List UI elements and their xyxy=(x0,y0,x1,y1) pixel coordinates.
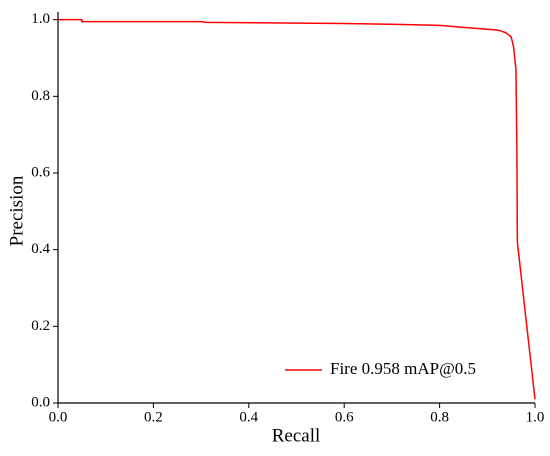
legend-label: Fire 0.958 mAP@0.5 xyxy=(330,359,476,378)
y-tick-label: 1.0 xyxy=(31,11,50,27)
y-tick-label: 0.4 xyxy=(31,241,50,257)
x-tick-label: 0.0 xyxy=(49,409,68,425)
x-axis-title: Recall xyxy=(272,425,321,446)
x-tick-label: 0.2 xyxy=(144,409,163,425)
x-tick-label: 0.4 xyxy=(239,409,258,425)
y-tick-label: 0.0 xyxy=(31,394,50,410)
y-tick-label: 0.6 xyxy=(31,164,50,180)
y-tick-label: 0.2 xyxy=(31,318,50,334)
pr-curve xyxy=(58,18,536,400)
y-axis-title: Precision xyxy=(6,175,27,246)
x-tick-label: 1.0 xyxy=(526,409,545,425)
x-tick-label: 0.6 xyxy=(335,409,354,425)
y-tick-label: 0.8 xyxy=(31,88,50,104)
x-tick-label: 0.8 xyxy=(430,409,449,425)
